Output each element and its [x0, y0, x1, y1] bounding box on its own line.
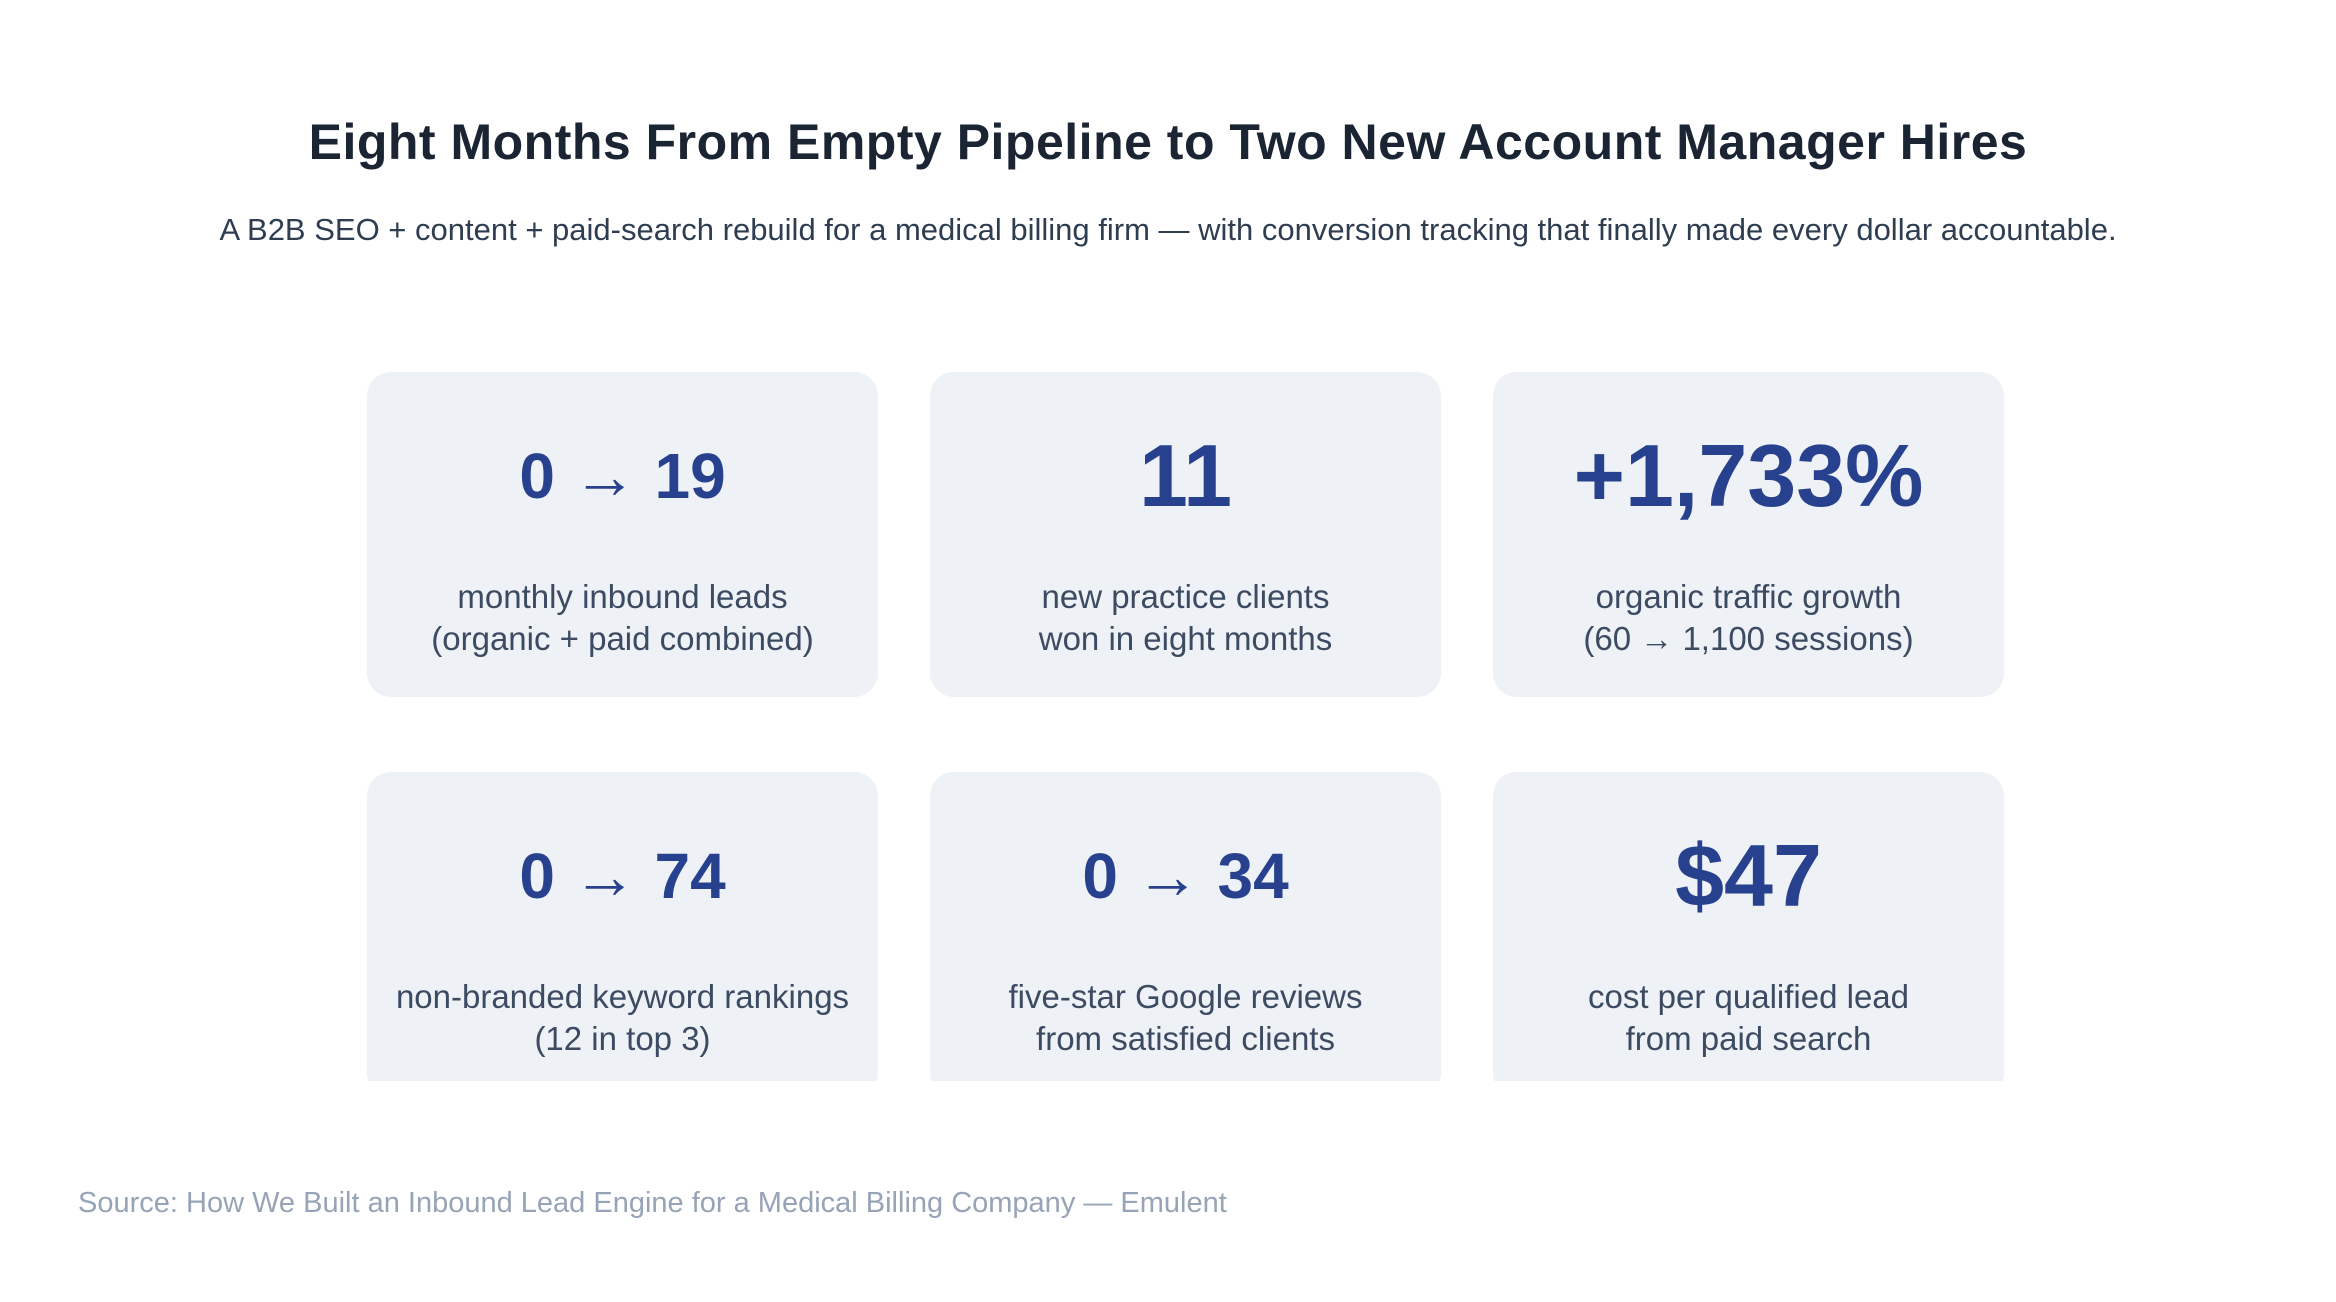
stat-value: +1,733% [1573, 426, 1924, 525]
stat-label-line1: non-branded keyword rankings [395, 978, 850, 1015]
stat-value: 0 → 74 [519, 840, 726, 912]
stat-card-monthly-inbound-leads: 0 → 19 monthly inbound leads (organic + … [367, 372, 878, 697]
stat-label: non-branded keyword rankings (12 in top … [396, 976, 849, 1060]
stat-value: 11 [1138, 426, 1233, 525]
stat-label: cost per qualified lead from paid search [1588, 976, 1909, 1060]
stat-label-line2: (60 → 1,100 sessions) [1583, 620, 1914, 657]
stat-label-line2: won in eight months [1038, 620, 1333, 657]
stat-label-line1: five-star Google reviews [1008, 978, 1363, 1015]
stat-label-line2: (12 in top 3) [534, 1020, 711, 1057]
stat-card-keyword-rankings: 0 → 74 non-branded keyword rankings (12 … [367, 772, 878, 1081]
stat-label-line2: (organic + paid combined) [431, 620, 814, 657]
page-subtitle: A B2B SEO + content + paid-search rebuil… [219, 212, 2117, 247]
stat-label: monthly inbound leads (organic + paid co… [431, 576, 813, 660]
stat-card-new-practice-clients: 11 new practice clients won in eight mon… [930, 372, 1441, 697]
stat-label: organic traffic growth (60 → 1,100 sessi… [1583, 576, 1913, 660]
stat-label-line2: from satisfied clients [1036, 1020, 1335, 1057]
source-note: Source: How We Built an Inbound Lead Eng… [78, 1187, 1227, 1219]
stat-card-organic-traffic-growth: +1,733% organic traffic growth (60 → 1,1… [1493, 372, 2004, 697]
stat-value: $47 [1675, 826, 1822, 925]
stats-grid: 0 → 19 monthly inbound leads (organic + … [367, 372, 2004, 1081]
stat-label-line1: organic traffic growth [1595, 578, 1902, 615]
stat-value: 0 → 34 [1082, 840, 1289, 912]
stat-card-cost-per-lead: $47 cost per qualified lead from paid se… [1493, 772, 2004, 1081]
stat-label-line1: new practice clients [1041, 578, 1330, 615]
stat-value: 0 → 19 [519, 440, 726, 512]
stat-card-google-reviews: 0 → 34 five-star Google reviews from sat… [930, 772, 1441, 1081]
stat-label-line2: from paid search [1625, 1020, 1872, 1057]
stat-label-line1: monthly inbound leads [457, 578, 788, 615]
page-title: Eight Months From Empty Pipeline to Two … [308, 114, 2028, 170]
stat-label-line1: cost per qualified lead [1587, 978, 1910, 1015]
stat-label: new practice clients won in eight months [1039, 576, 1333, 660]
stat-label: five-star Google reviews from satisfied … [1009, 976, 1363, 1060]
